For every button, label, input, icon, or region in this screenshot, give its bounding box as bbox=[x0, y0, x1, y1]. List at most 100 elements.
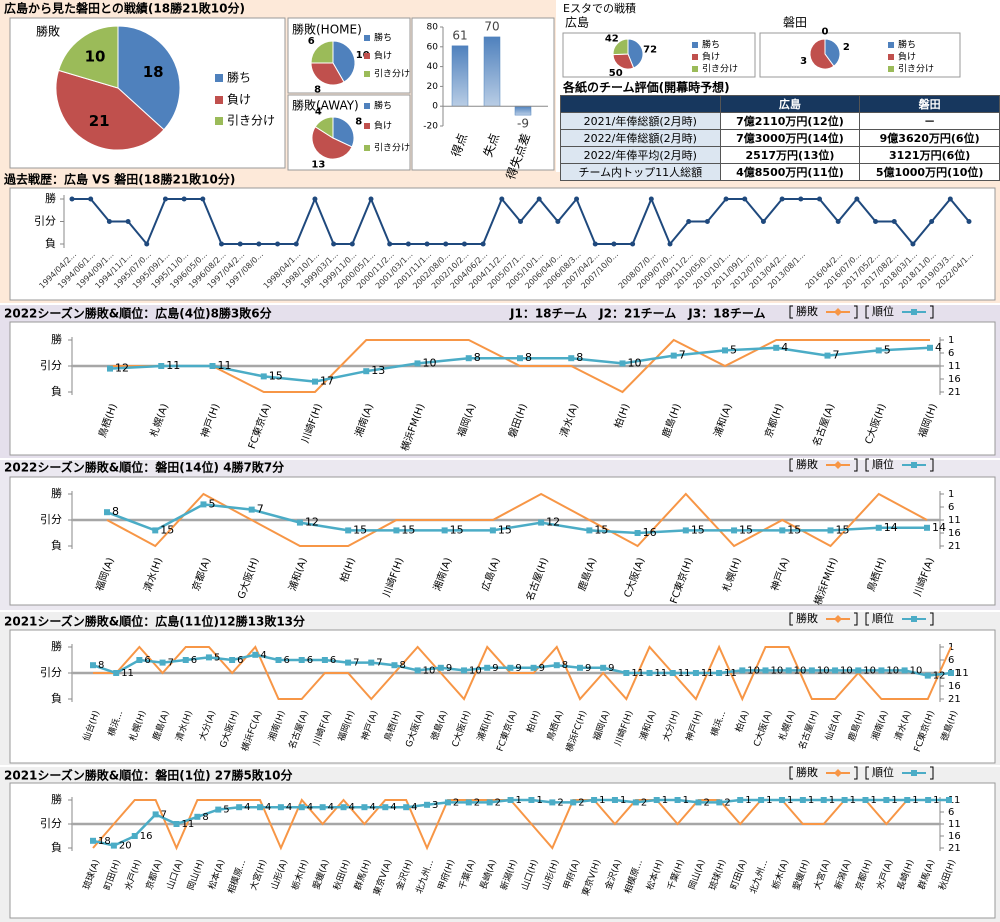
point bbox=[695, 799, 702, 806]
point bbox=[444, 799, 451, 806]
point bbox=[785, 667, 792, 674]
data-label: 11 bbox=[724, 668, 737, 679]
legend-swatch bbox=[888, 66, 894, 72]
data-label: 6 bbox=[307, 655, 313, 666]
legend-marker bbox=[911, 309, 917, 315]
point bbox=[277, 804, 284, 811]
legend-label: 引き分け bbox=[374, 69, 410, 80]
point bbox=[762, 667, 769, 674]
pie-title: 勝敗(HOME) bbox=[292, 22, 362, 37]
chart-title: 2021シーズン勝敗&順位：広島(11位)12勝13敗13分 bbox=[4, 614, 305, 629]
point bbox=[159, 659, 166, 666]
legend-bracket bbox=[865, 766, 869, 780]
rating-table: 広島 磐田 2021/年俸総額(2月時) 7億2110万円(12位) － 2022/年俸総… bbox=[560, 95, 1000, 181]
data-label: 1 bbox=[599, 795, 605, 806]
data-label: 1 bbox=[766, 795, 772, 806]
legend-bracket bbox=[854, 305, 858, 319]
data-label: 8 bbox=[112, 505, 119, 518]
point bbox=[331, 241, 337, 247]
legend-label: 引き分け bbox=[898, 64, 934, 75]
legend-swatch bbox=[215, 117, 223, 125]
point bbox=[817, 196, 822, 202]
data-label: 1 bbox=[870, 795, 876, 806]
legend-label: 順位 bbox=[872, 304, 894, 318]
data-label: 21 bbox=[89, 112, 110, 130]
data-label: 42 bbox=[605, 33, 619, 44]
point bbox=[966, 219, 972, 224]
point bbox=[152, 811, 159, 818]
point bbox=[878, 667, 885, 674]
point bbox=[443, 241, 449, 247]
data-label: 5 bbox=[208, 497, 215, 510]
data-label: 2 bbox=[495, 797, 501, 808]
y2-tick-label: 21 bbox=[948, 694, 961, 705]
legend-swatch bbox=[364, 103, 370, 109]
point bbox=[739, 667, 746, 674]
data-label: 50 bbox=[609, 68, 623, 79]
point bbox=[441, 527, 448, 534]
y-tick-label: 負 bbox=[45, 237, 56, 250]
data-label: 10 bbox=[747, 665, 760, 676]
data-label: 2 bbox=[474, 797, 480, 808]
legend-swatch bbox=[364, 35, 370, 41]
y-tick-label: 60 bbox=[427, 42, 439, 52]
point bbox=[414, 360, 421, 367]
y-tick-label: 負 bbox=[51, 841, 62, 854]
y-tick-label: 引分 bbox=[40, 358, 62, 372]
point bbox=[798, 196, 804, 202]
point bbox=[368, 196, 374, 202]
bar bbox=[514, 105, 532, 116]
data-label: 11 bbox=[218, 359, 232, 372]
legend-label: 負け bbox=[374, 120, 392, 132]
series-line bbox=[92, 653, 952, 677]
point bbox=[778, 797, 785, 803]
data-label: 11 bbox=[956, 668, 969, 679]
data-label: 4 bbox=[286, 802, 292, 813]
legend-swatch bbox=[692, 54, 698, 60]
data-label: 10 bbox=[840, 665, 853, 676]
y-tick-label: 負 bbox=[51, 692, 62, 705]
point bbox=[387, 241, 393, 247]
legend-marker bbox=[911, 616, 917, 622]
point bbox=[669, 670, 676, 676]
point bbox=[319, 804, 326, 811]
data-label: 9 bbox=[585, 663, 591, 674]
pie-title: 勝敗 bbox=[36, 24, 60, 39]
data-label: 10 bbox=[356, 50, 370, 61]
point bbox=[883, 797, 890, 803]
data-label: 7 bbox=[168, 658, 174, 669]
y2-tick-label: 11 bbox=[948, 668, 961, 679]
point bbox=[518, 219, 523, 224]
point bbox=[107, 365, 113, 372]
series-line bbox=[92, 798, 949, 851]
data-label: 10 bbox=[794, 665, 807, 676]
point bbox=[891, 219, 897, 224]
point bbox=[484, 664, 491, 671]
y-tick-label: 40 bbox=[427, 62, 439, 72]
data-label: 3 bbox=[432, 800, 438, 811]
data-label: 2 bbox=[724, 797, 730, 808]
pie-slice bbox=[57, 25, 119, 89]
pie-title: 広島 bbox=[565, 15, 589, 30]
point bbox=[536, 196, 542, 202]
data-label: 1 bbox=[787, 795, 793, 806]
point bbox=[405, 241, 411, 247]
legend-label: 勝敗 bbox=[796, 611, 818, 625]
y-tick-label: 引分 bbox=[40, 665, 62, 679]
y-tick-label: 勝 bbox=[51, 639, 62, 653]
pie-slice bbox=[824, 38, 841, 67]
panel bbox=[562, 32, 756, 78]
legend-marker bbox=[834, 461, 842, 469]
point bbox=[368, 659, 375, 666]
data-label: 15 bbox=[739, 523, 753, 536]
data-label: 14 bbox=[932, 521, 946, 534]
point bbox=[293, 241, 299, 247]
data-label: 7 bbox=[833, 349, 840, 362]
legend-label: 勝ち bbox=[702, 39, 720, 51]
section-title: Eスタでの戦積 bbox=[563, 1, 636, 15]
point bbox=[131, 833, 138, 839]
data-label: 6 bbox=[308, 36, 315, 47]
point bbox=[722, 347, 728, 354]
point bbox=[382, 804, 389, 811]
point bbox=[568, 355, 575, 362]
